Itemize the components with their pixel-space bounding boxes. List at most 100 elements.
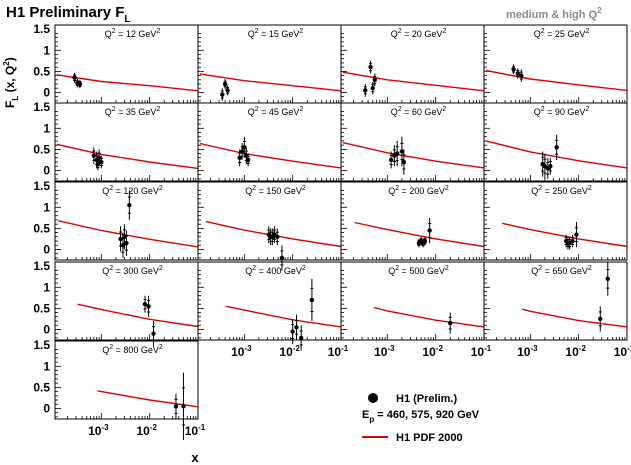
q2-label: Q2 = 150 GeV2 bbox=[245, 185, 306, 196]
pdf-curve bbox=[77, 303, 199, 328]
data-point bbox=[124, 240, 129, 246]
y-tick-label: 0 bbox=[43, 401, 50, 415]
y-tick-label: 1.5 bbox=[33, 100, 50, 114]
data-point bbox=[290, 329, 295, 334]
pdf-curve bbox=[58, 220, 199, 248]
pdf-curve bbox=[199, 73, 342, 92]
y-tick-label: 0.5 bbox=[33, 64, 50, 78]
panel-frame bbox=[483, 102, 628, 182]
panel-q2-120: 1.5 1 0.5 0 Q2 = 120 GeV2 bbox=[33, 179, 199, 261]
legend-data-label: H1 (Prelim.) bbox=[396, 393, 457, 405]
pdf-curve bbox=[485, 140, 628, 169]
corner-label: medium & high Q2 bbox=[506, 6, 602, 21]
data-point bbox=[127, 202, 132, 208]
data-point bbox=[401, 159, 407, 165]
q2-label: Q2 = 400 GeV2 bbox=[245, 265, 306, 276]
data-point bbox=[370, 86, 375, 91]
pdf-curve bbox=[354, 221, 485, 248]
data-point bbox=[511, 67, 516, 72]
q2-label: Q2 = 90 GeV2 bbox=[534, 106, 590, 117]
data-point bbox=[77, 81, 83, 87]
data-point bbox=[422, 238, 428, 244]
data-point bbox=[96, 155, 102, 161]
y-tick-label: 0.5 bbox=[33, 301, 50, 315]
q2-label: Q2 = 35 GeV2 bbox=[105, 106, 161, 117]
x-tick-label: 10-2 bbox=[136, 423, 157, 438]
panel-q2-15: Q2 = 15 GeV2 bbox=[197, 24, 342, 104]
q2-label: Q2 = 12 GeV2 bbox=[105, 28, 161, 39]
y-tick-label: 1.5 bbox=[33, 338, 50, 352]
pdf-curve bbox=[342, 141, 485, 169]
panel-grid: 1.5 1 0.5 0 Q2 = 12 GeV2 Q2 = 15 GeV2 Q2 = 20 … bbox=[33, 22, 631, 441]
y-tick-label: 0 bbox=[43, 163, 50, 177]
x-tick-label: 10-2 bbox=[422, 344, 443, 359]
y-tick-label: 0.5 bbox=[33, 380, 50, 394]
y-tick-label: 1 bbox=[43, 200, 50, 214]
x-tick-label: 10-1 bbox=[614, 344, 631, 359]
legend: H1 (Prelim.) Ep = 460, 575, 920 GeV H1 P… bbox=[362, 393, 480, 444]
q2-label: Q2 = 250 GeV2 bbox=[531, 185, 592, 196]
data-point bbox=[548, 164, 553, 169]
q2-label: Q2 = 20 GeV2 bbox=[391, 28, 447, 39]
data-point bbox=[142, 301, 148, 307]
pdf-curve bbox=[342, 71, 485, 92]
data-point bbox=[372, 77, 377, 83]
data-point bbox=[294, 325, 299, 330]
data-point bbox=[245, 157, 251, 163]
y-tick-label: 0 bbox=[43, 322, 50, 336]
x-tick-label: 10-2 bbox=[279, 344, 300, 359]
panel-q2-45: Q2 = 45 GeV2 bbox=[197, 102, 342, 182]
panel-q2-90: Q2 = 90 GeV2 bbox=[483, 102, 628, 182]
pdf-curve bbox=[56, 143, 199, 170]
panel-q2-500: Q2 = 500 GeV2 10-3 10-2 10-1 bbox=[340, 261, 492, 359]
data-point bbox=[118, 236, 123, 242]
data-point bbox=[151, 331, 156, 336]
data-point bbox=[388, 157, 394, 163]
panel-frame bbox=[483, 181, 628, 261]
pdf-curve bbox=[199, 142, 342, 169]
panel-q2-200: Q2 = 200 GeV2 bbox=[340, 181, 485, 261]
figure-title: H1 Preliminary FL bbox=[6, 4, 131, 25]
data-point bbox=[448, 320, 453, 326]
data-point bbox=[570, 238, 575, 244]
x-axis-label: x bbox=[191, 450, 199, 465]
data-point bbox=[519, 73, 524, 78]
pdf-curve bbox=[522, 308, 628, 328]
panel-q2-25: Q2 = 25 GeV2 bbox=[483, 24, 628, 104]
q2-label: Q2 = 200 GeV2 bbox=[388, 185, 449, 196]
x-tick-label: 10-3 bbox=[374, 344, 395, 359]
data-point bbox=[275, 234, 280, 240]
data-point bbox=[99, 159, 104, 165]
data-point bbox=[309, 297, 315, 303]
y-tick-label: 1 bbox=[43, 280, 50, 294]
x-tick-label: 10-3 bbox=[517, 344, 538, 359]
q2-label: Q2 = 45 GeV2 bbox=[248, 106, 304, 117]
q2-label: Q2 = 800 GeV2 bbox=[102, 344, 163, 355]
data-point bbox=[363, 88, 368, 93]
data-point bbox=[574, 232, 579, 237]
panel-q2-650: Q2 = 650 GeV2 10-3 10-2 10-1 bbox=[483, 261, 631, 359]
q2-label: Q2 = 300 GeV2 bbox=[102, 265, 163, 276]
panel-q2-150: Q2 = 150 GeV2 bbox=[197, 181, 342, 271]
panel-q2-20: Q2 = 20 GeV2 bbox=[340, 24, 485, 104]
y-tick-label: 1 bbox=[43, 121, 50, 135]
q2-label: Q2 = 25 GeV2 bbox=[534, 28, 590, 39]
x-tick-label: 10-1 bbox=[185, 423, 206, 438]
y-tick-label: 0.5 bbox=[33, 142, 50, 156]
data-point bbox=[394, 151, 400, 156]
pdf-curve bbox=[225, 305, 342, 328]
q2-label: Q2 = 500 GeV2 bbox=[388, 265, 449, 276]
data-point bbox=[368, 64, 373, 70]
data-point bbox=[222, 81, 228, 87]
y-tick-label: 0.5 bbox=[33, 221, 50, 235]
panel-q2-60: Q2 = 60 GeV2 bbox=[340, 102, 485, 182]
x-tick-label: 10-1 bbox=[471, 344, 492, 359]
panel-q2-400: Q2 = 400 GeV2 10-3 10-2 10-1 bbox=[197, 261, 349, 359]
data-point bbox=[225, 88, 230, 93]
data-point bbox=[72, 75, 77, 80]
panel-q2-12: 1.5 1 0.5 0 Q2 = 12 GeV2 bbox=[33, 22, 199, 104]
x-tick-label: 10-3 bbox=[88, 423, 109, 438]
x-tick-label: 10-2 bbox=[565, 344, 586, 359]
